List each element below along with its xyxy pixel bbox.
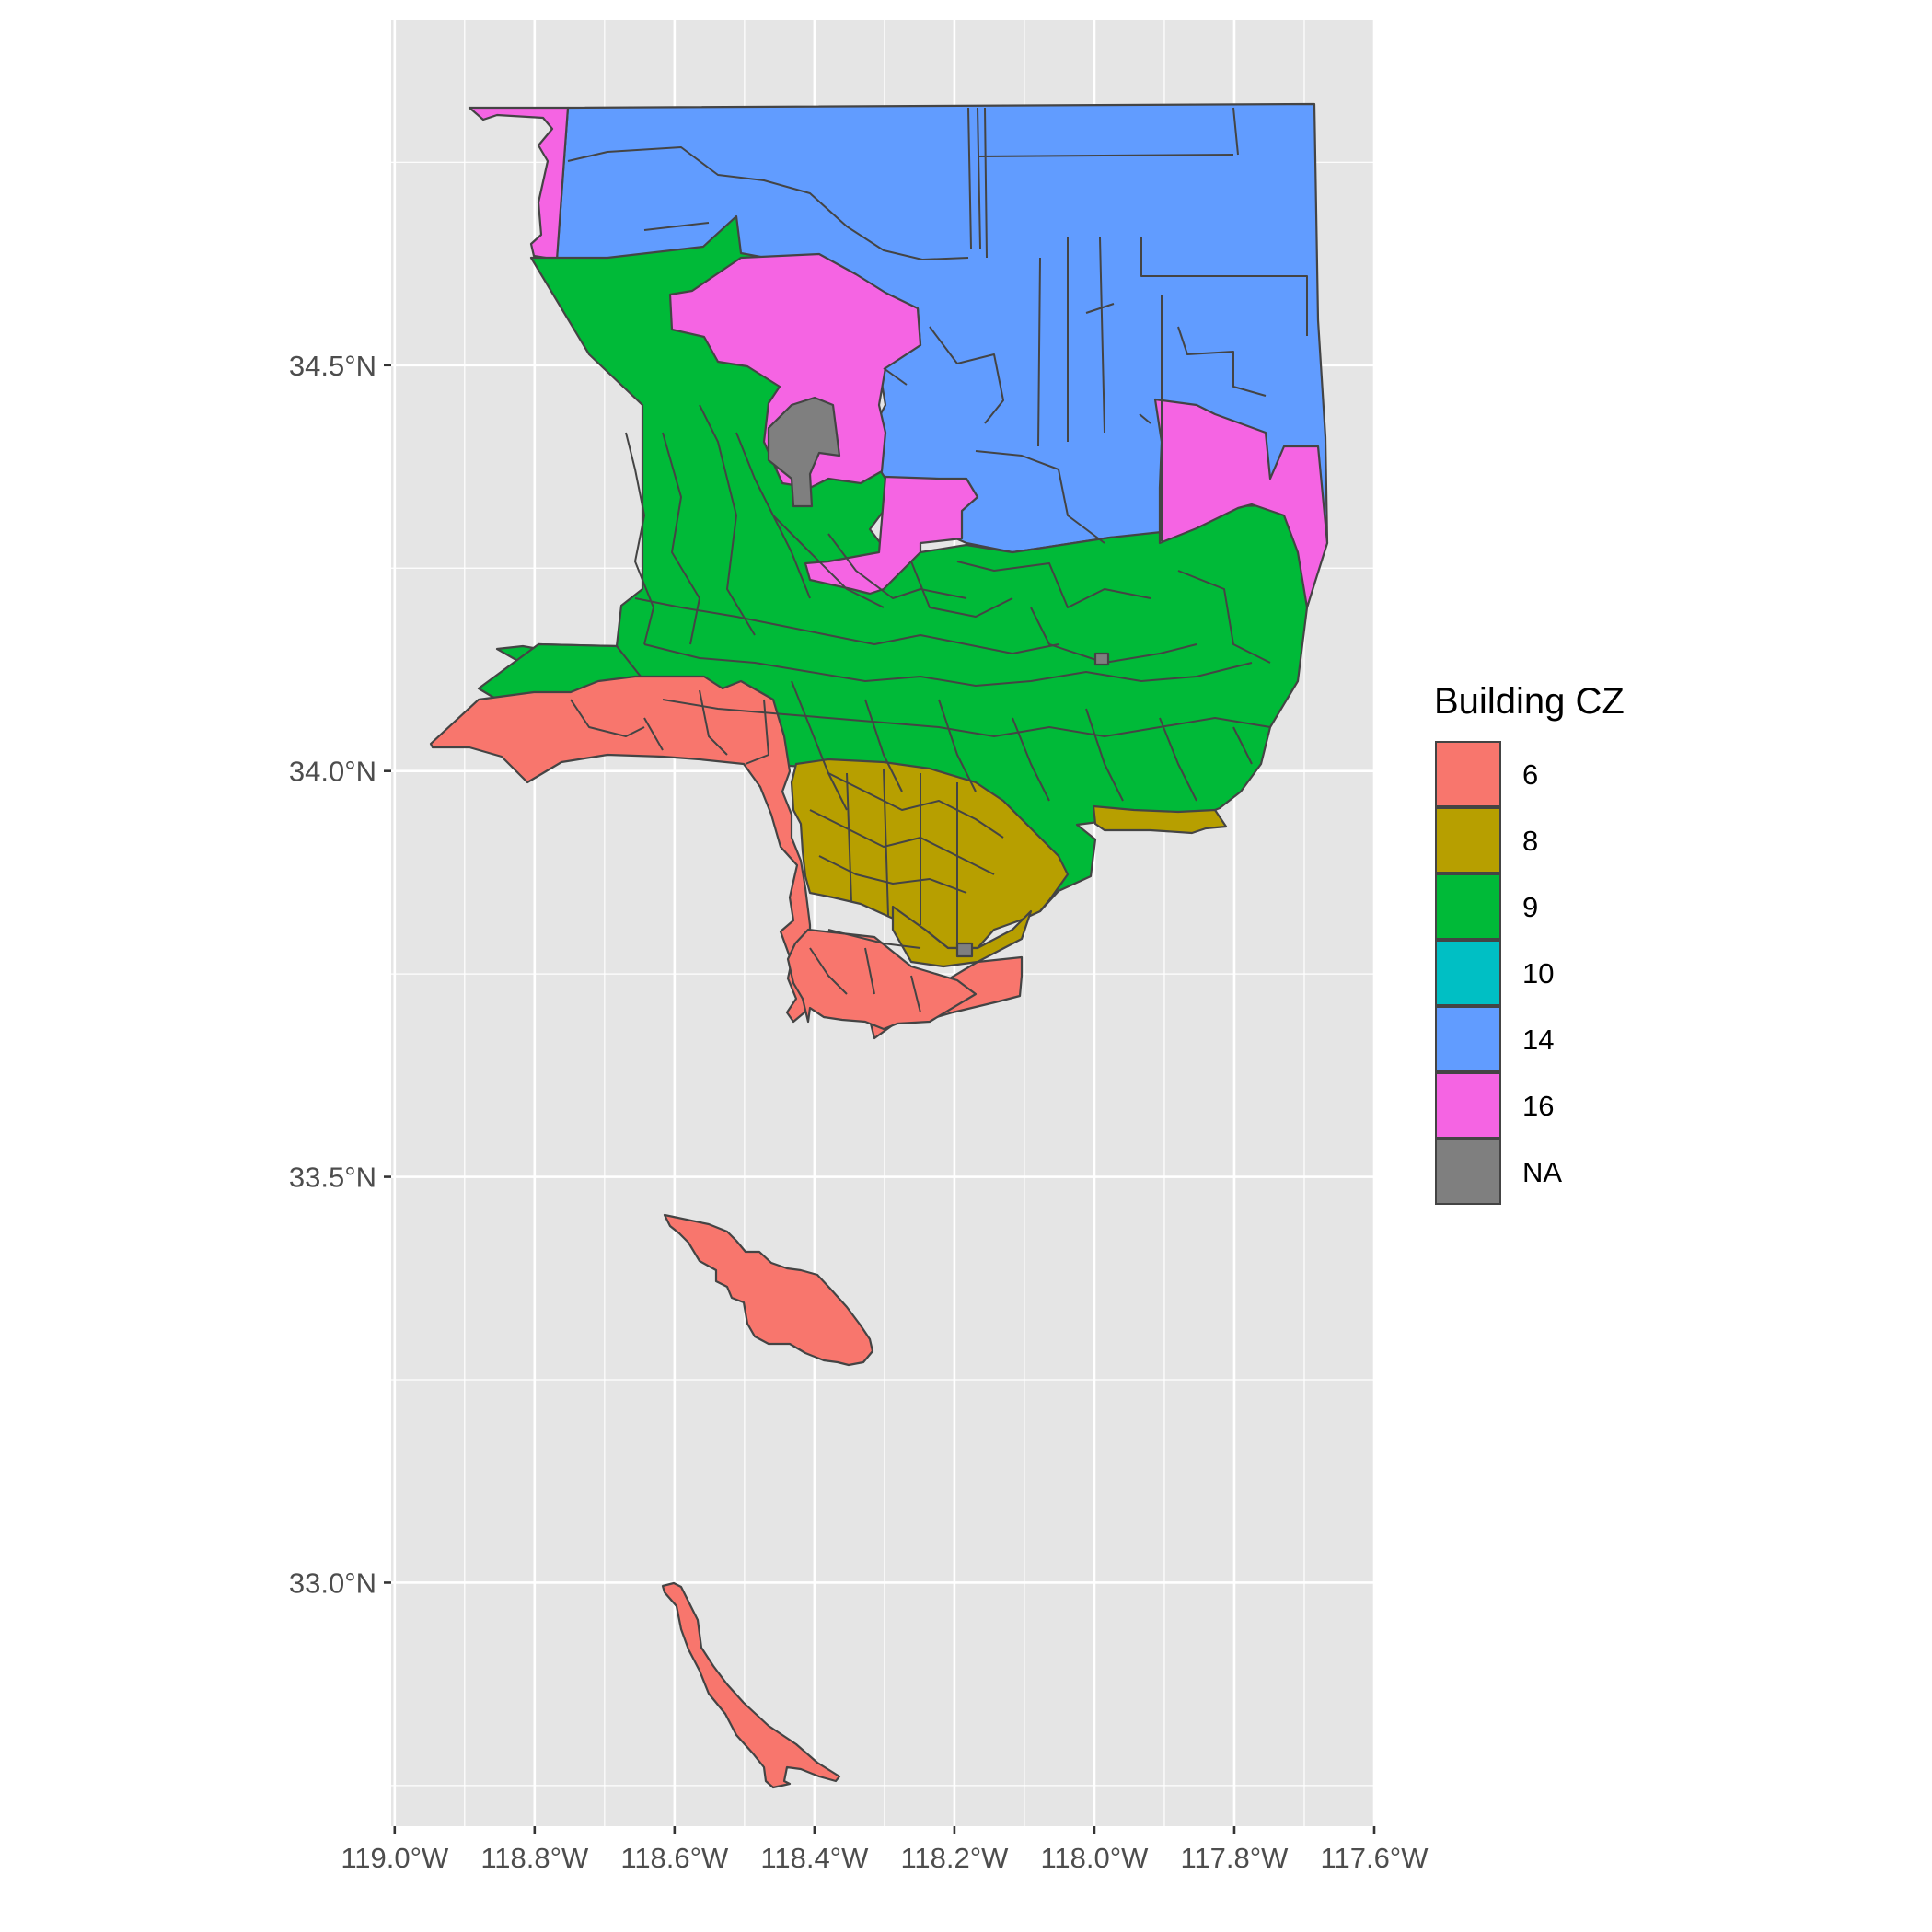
legend-key-label: 10 [1522,957,1554,989]
x-tick-label: 118.8°W [480,1842,589,1874]
legend-key-label: 6 [1522,758,1538,791]
zone-16-south-lobe [804,475,979,596]
x-axis: 119.0°W 118.8°W 118.6°W 118.4°W 118.2°W 118.0… [341,1826,1429,1874]
x-tick-label: 119.0°W [341,1842,449,1874]
legend-key-label: 14 [1522,1024,1554,1056]
legend-key-swatch [1435,741,1501,807]
legend-key-swatch [1435,1139,1501,1205]
y-tick-label: 34.0°N [289,756,376,788]
legend-key-label: 16 [1522,1090,1554,1122]
x-tick-label: 118.0°W [1040,1842,1149,1874]
legend-key-swatch [1435,807,1501,873]
legend-title: Building CZ [1434,681,1625,722]
y-tick-label: 33.5°N [289,1162,376,1194]
legend-key-swatch [1435,873,1501,940]
zone-8-basin [790,758,1070,950]
tract-boundaries [567,107,1308,1013]
x-tick-label: 118.2°W [900,1842,1009,1874]
map-regions [429,102,1329,1789]
y-tick-label: 33.0°N [289,1567,376,1599]
legend-keys: 6 8 9 10 14 16 NA [1435,741,1562,1205]
legend-key-swatch [1435,940,1501,1006]
x-tick-label: 118.4°W [760,1842,869,1874]
x-tick-label: 118.6°W [620,1842,729,1874]
zone-na-small-1 [1093,652,1110,666]
zone-8-east-strip [1092,804,1228,835]
zone-6-catalina-island [663,1213,874,1367]
zone-na-patch [767,396,841,508]
legend: Building CZ 6 8 9 10 14 16 NA [1434,681,1625,1205]
legend-key-swatch [1435,1072,1501,1139]
legend-key-swatch [1435,1006,1501,1072]
zone-6-san-clemente-island [661,1581,841,1789]
y-axis: 34.5°N 34.0°N 33.5°N 33.0°N [289,350,391,1599]
x-tick-label: 117.6°W [1321,1842,1429,1874]
y-tick-label: 34.5°N [289,350,376,382]
zone-6-palos-verdes [786,928,978,1031]
zone-8-coastal-strip [891,905,1033,968]
zone-16-central [668,252,922,490]
x-tick-label: 117.8°W [1181,1842,1290,1874]
legend-key-label: 9 [1522,891,1538,923]
zone-16-east [1153,398,1329,609]
legend-key-label: NA [1522,1156,1562,1188]
legend-key-label: 8 [1522,825,1538,857]
zone-na-small-2 [955,942,974,958]
